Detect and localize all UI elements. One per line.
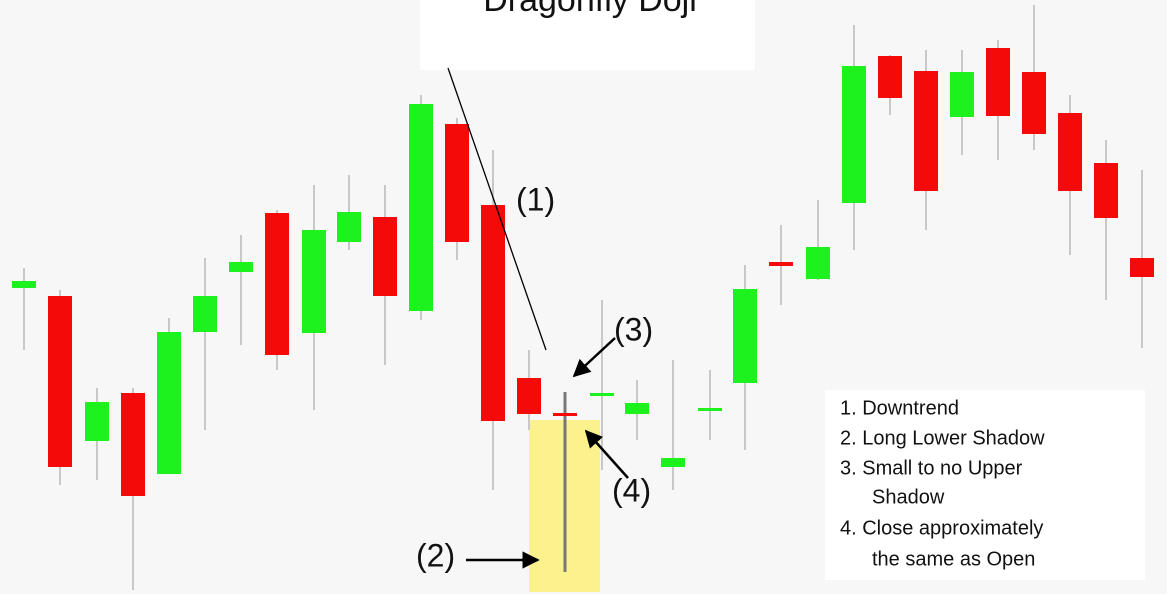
candle-body (1058, 113, 1082, 191)
candle-body (229, 262, 253, 272)
candle-body (698, 408, 722, 411)
legend-item: 1. Downtrend (840, 397, 959, 419)
candles (12, 5, 1154, 590)
candle-body (302, 230, 326, 333)
legend-item: the same as Open (872, 548, 1035, 570)
candle-body (265, 213, 289, 355)
arrow-4 (584, 429, 629, 479)
candle-body (842, 66, 866, 203)
candle-body (625, 403, 649, 414)
legend-item: 3. Small to no Upper (840, 457, 1023, 479)
candle-body (733, 289, 757, 383)
label-2: (2) (416, 537, 455, 573)
candle-body (914, 71, 938, 191)
candle-body (121, 393, 145, 496)
candle-body (806, 247, 830, 279)
candle-body (1094, 163, 1118, 218)
candle-body (1022, 72, 1046, 134)
candle-body (950, 72, 974, 117)
legend-item: Shadow (872, 486, 945, 508)
candle-body (661, 458, 685, 467)
arrow-3 (572, 337, 616, 378)
candle-body (48, 296, 72, 467)
candle-body (986, 48, 1010, 116)
candle-body (553, 413, 577, 416)
title: Dragonfly Doji (483, 0, 697, 19)
candle-body (373, 217, 397, 296)
legend-item: 2. Long Lower Shadow (840, 427, 1045, 449)
label-3: (3) (614, 311, 653, 347)
candle-body (1130, 258, 1154, 277)
candle-body (878, 56, 902, 98)
candle-body (445, 124, 469, 242)
candle-body (85, 402, 109, 441)
candle-body (193, 296, 217, 332)
legend-item: 4. Close approximately (840, 517, 1043, 539)
trendline (447, 67, 547, 351)
candle-body (481, 205, 505, 421)
candle-body (409, 104, 433, 311)
label-4: (4) (612, 472, 651, 508)
title-backdrop (420, 0, 755, 70)
candle-body (769, 262, 793, 266)
candle-body (590, 393, 614, 396)
candle-body (157, 332, 181, 474)
legend-box (825, 390, 1145, 580)
candle-body (517, 378, 541, 414)
label-1: (1) (516, 181, 555, 217)
candle-body (12, 281, 36, 288)
candle-body (337, 212, 361, 242)
